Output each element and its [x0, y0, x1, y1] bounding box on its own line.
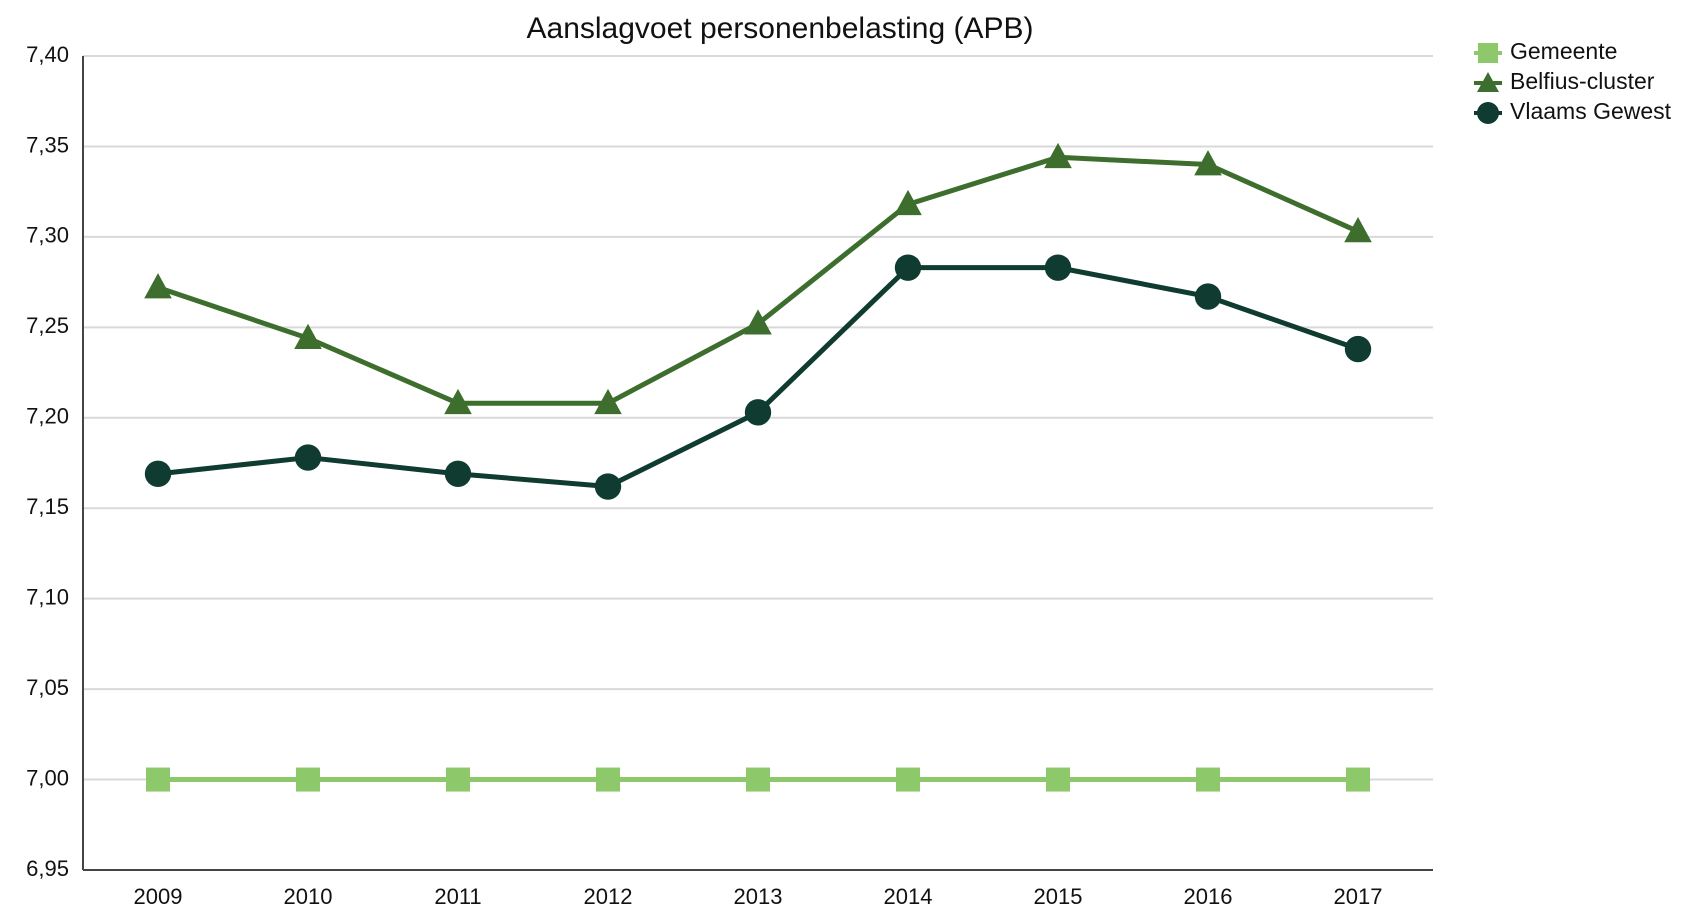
legend-marker — [1477, 102, 1499, 124]
marker-triangle — [1344, 217, 1372, 243]
marker-circle — [594, 473, 622, 500]
x-tick-label: 2017 — [1334, 884, 1383, 909]
y-tick-label: 7,10 — [26, 584, 69, 609]
marker-circle — [444, 460, 472, 488]
y-tick-label: 7,25 — [26, 313, 69, 338]
legend-marker — [1477, 72, 1499, 92]
marker-square — [896, 767, 920, 792]
marker-triangle — [1044, 142, 1072, 169]
x-tick-label: 2014 — [884, 884, 933, 909]
chart-title: Aanslagvoet personenbelasting (APB) — [527, 12, 1034, 45]
marker-triangle — [744, 309, 772, 335]
marker-triangle — [444, 388, 472, 415]
legend-label: Vlaams Gewest — [1510, 98, 1672, 124]
x-tick-label: 2013 — [734, 884, 783, 909]
marker-triangle — [294, 323, 322, 349]
x-tick-label: 2016 — [1184, 884, 1233, 909]
marker-circle — [894, 254, 922, 281]
y-tick-label: 7,40 — [26, 42, 69, 67]
marker-triangle — [144, 273, 172, 299]
marker-triangle — [1194, 150, 1222, 176]
marker-circle — [1344, 335, 1372, 363]
marker-square — [596, 767, 620, 792]
y-tick-label: 7,05 — [26, 675, 69, 700]
y-tick-label: 7,35 — [26, 132, 69, 157]
x-tick-label: 2012 — [584, 884, 633, 909]
marker-square — [1346, 767, 1370, 792]
y-tick-label: 6,95 — [26, 856, 69, 881]
x-tick-label: 2011 — [434, 884, 481, 909]
marker-circle — [1194, 283, 1222, 310]
legend-label: Gemeente — [1510, 38, 1617, 64]
marker-circle — [744, 399, 772, 426]
series-line — [157, 265, 1359, 490]
marker-triangle — [894, 189, 922, 216]
marker-square — [146, 767, 170, 792]
x-tick-label: 2009 — [134, 884, 183, 909]
series-line — [157, 154, 1360, 406]
marker-square — [746, 767, 770, 792]
marker-circle — [1044, 254, 1072, 281]
marker-triangle — [594, 388, 622, 415]
legend-marker — [1478, 43, 1498, 63]
marker-circle — [294, 444, 322, 471]
marker-square — [446, 767, 470, 792]
y-tick-label: 7,30 — [26, 223, 69, 248]
x-tick-label: 2010 — [284, 884, 333, 909]
y-tick-label: 7,15 — [26, 494, 69, 519]
marker-circle — [144, 460, 172, 488]
y-tick-label: 7,00 — [26, 765, 69, 790]
marker-square — [296, 767, 320, 792]
y-tick-label: 7,20 — [26, 404, 69, 429]
x-tick-label: 2015 — [1034, 884, 1083, 909]
legend-label: Belfius-cluster — [1510, 68, 1655, 94]
marker-square — [1196, 767, 1220, 792]
marker-square — [1046, 767, 1070, 792]
